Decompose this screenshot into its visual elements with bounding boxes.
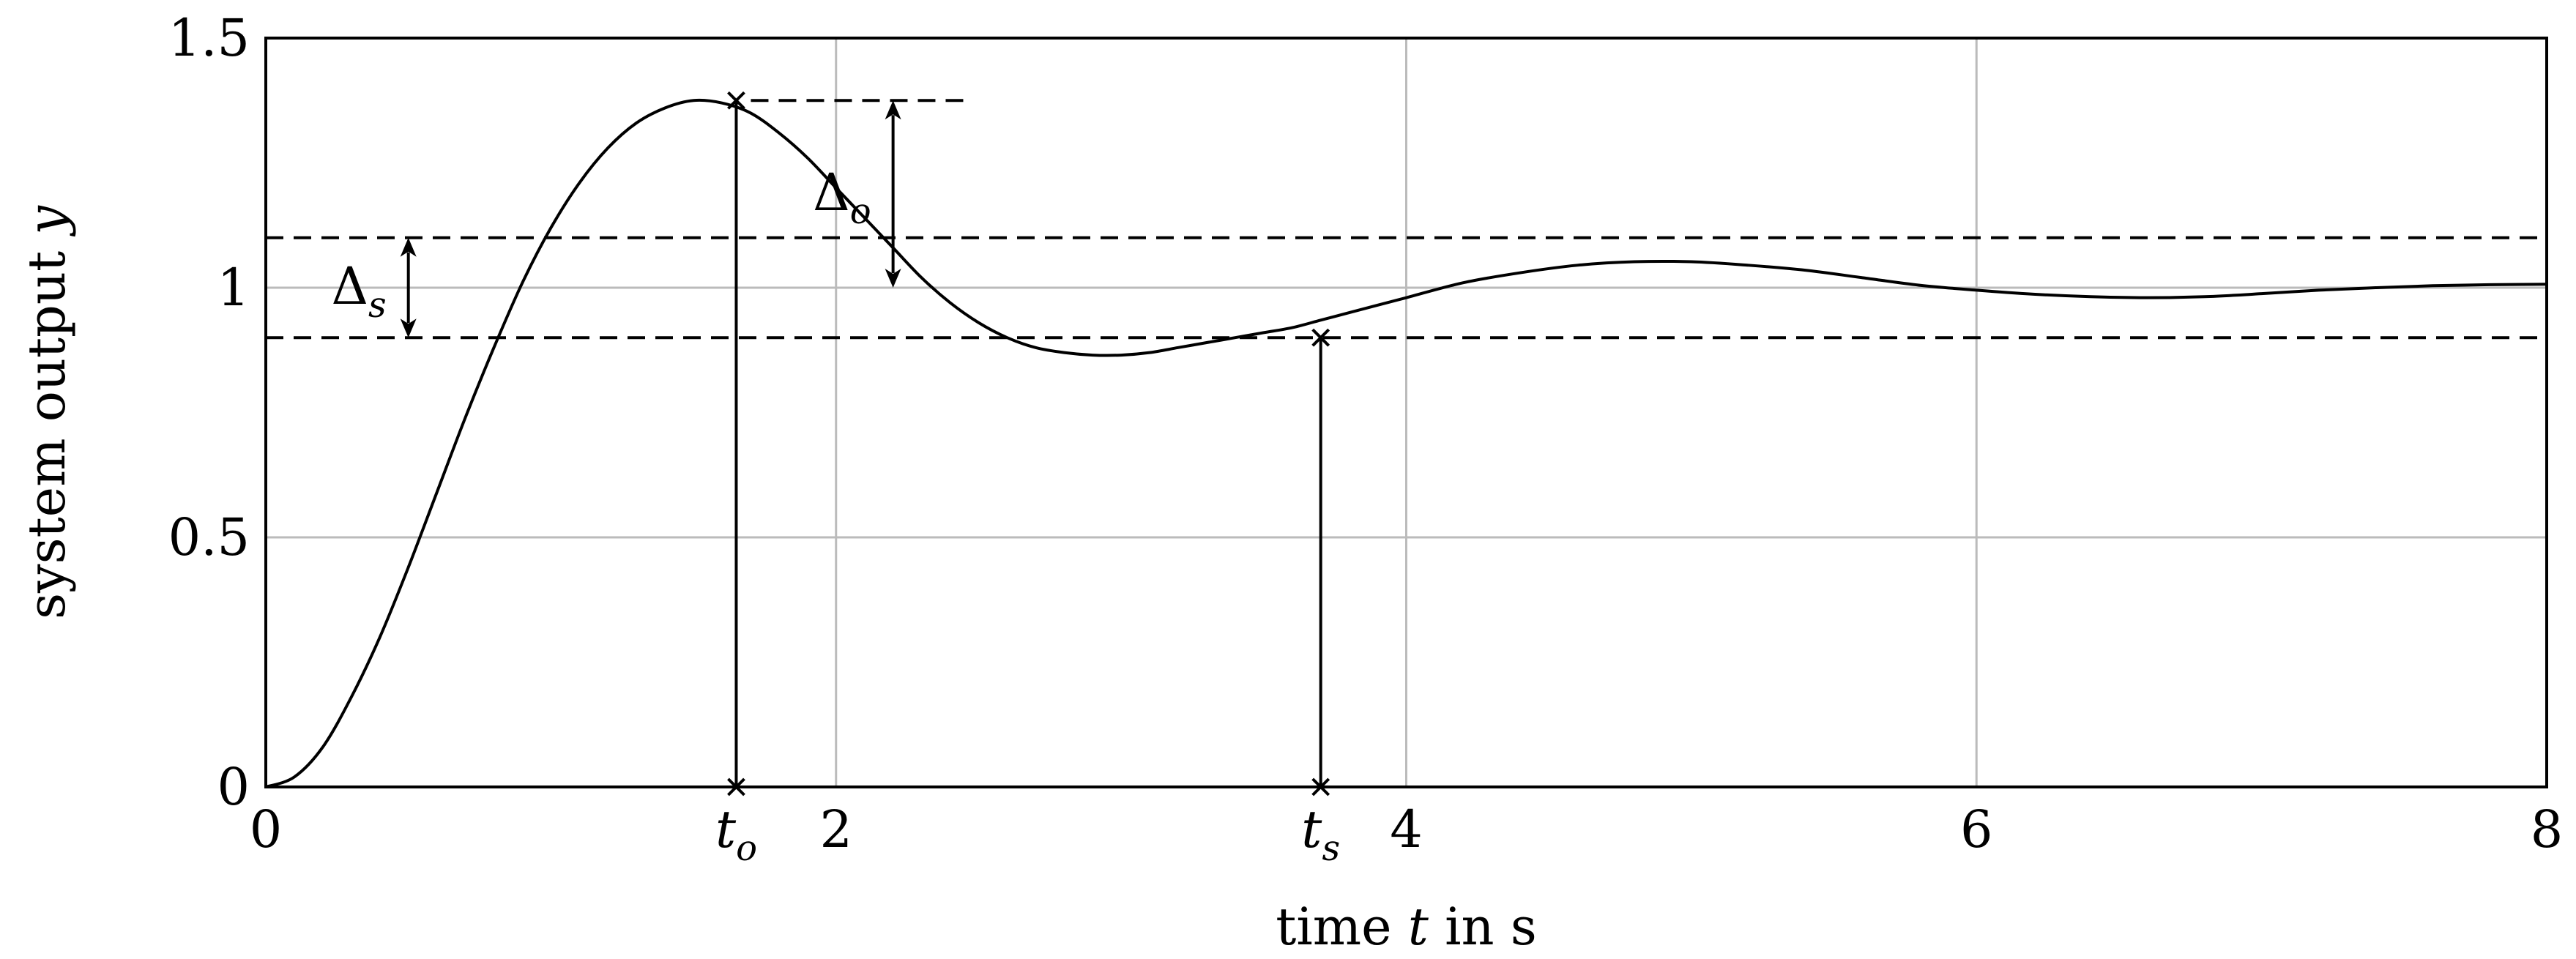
reference-lines [266, 236, 2547, 340]
annotation-label: Δs [331, 256, 386, 326]
annotation-arrow-head [885, 269, 901, 288]
annotation-label-main: Δ [331, 256, 368, 316]
x-axis-label-var: t [1408, 897, 1429, 957]
marker-layer: to ts [715, 91, 1340, 869]
marker-label-main: t [715, 799, 737, 859]
x-axis-label: time t in s [1276, 897, 1537, 957]
x-tick-label: 2 [819, 799, 852, 859]
x-axis-label-prefix: time [1276, 897, 1408, 957]
y-axis-label-prefix: system output [17, 235, 77, 619]
x-tick-label: 0 [250, 799, 283, 859]
marker-label: to [715, 799, 757, 869]
marker-label-main: t [1301, 799, 1322, 859]
y-tick-label: 1 [217, 258, 250, 318]
marker-label: ts [1301, 799, 1340, 869]
y-tick-labels: 0 0.5 1 1.5 [168, 8, 250, 817]
y-tick-label: 0.5 [168, 507, 250, 567]
marker-point [1311, 328, 1330, 347]
x-axis-label-suffix: in s [1429, 897, 1537, 957]
marker-point-stroke-b [1311, 328, 1330, 347]
y-tick-label: 1.5 [168, 8, 250, 68]
marker-point-stroke-b [727, 91, 745, 110]
grid [266, 38, 2547, 787]
marker-label-sub: s [1322, 828, 1340, 869]
annotation-label: Δo [813, 163, 871, 232]
annotation-label-sub: s [368, 285, 387, 326]
y-axis-label-var: y [17, 205, 77, 237]
y-tick-label: 0 [217, 757, 250, 817]
curve-layer [265, 98, 2547, 788]
x-tick-label: 8 [2531, 799, 2564, 859]
x-tick-label: 6 [1960, 799, 1993, 859]
annotation-label-sub: o [850, 191, 871, 232]
annotation-arrow-head [885, 100, 901, 120]
marker-label-sub: o [736, 828, 757, 869]
x-tick-labels: 0 2 4 6 8 [250, 799, 2564, 859]
annotation-arrow-head [400, 318, 417, 338]
y-axis-label: system output y [17, 205, 77, 619]
annotation-arrow-head [400, 237, 417, 257]
marker-point [727, 91, 745, 110]
plot-frame [264, 37, 2548, 788]
x-tick-label: 4 [1390, 799, 1423, 859]
annotation-label-main: Δ [813, 163, 850, 223]
step-response-curve [265, 98, 2547, 788]
